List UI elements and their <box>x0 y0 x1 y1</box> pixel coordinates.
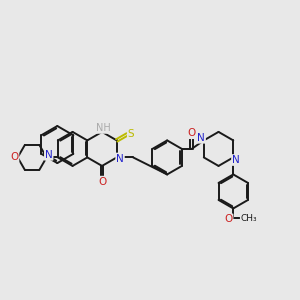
Text: NH: NH <box>96 123 110 133</box>
Text: O: O <box>188 128 196 138</box>
Text: O: O <box>10 152 19 162</box>
Text: O: O <box>224 214 232 224</box>
Text: O: O <box>98 177 106 187</box>
Text: N: N <box>232 155 240 165</box>
Text: N: N <box>197 133 205 143</box>
Text: CH₃: CH₃ <box>241 214 257 223</box>
Text: S: S <box>128 129 134 140</box>
Text: N: N <box>116 154 124 164</box>
Text: N: N <box>45 150 52 160</box>
